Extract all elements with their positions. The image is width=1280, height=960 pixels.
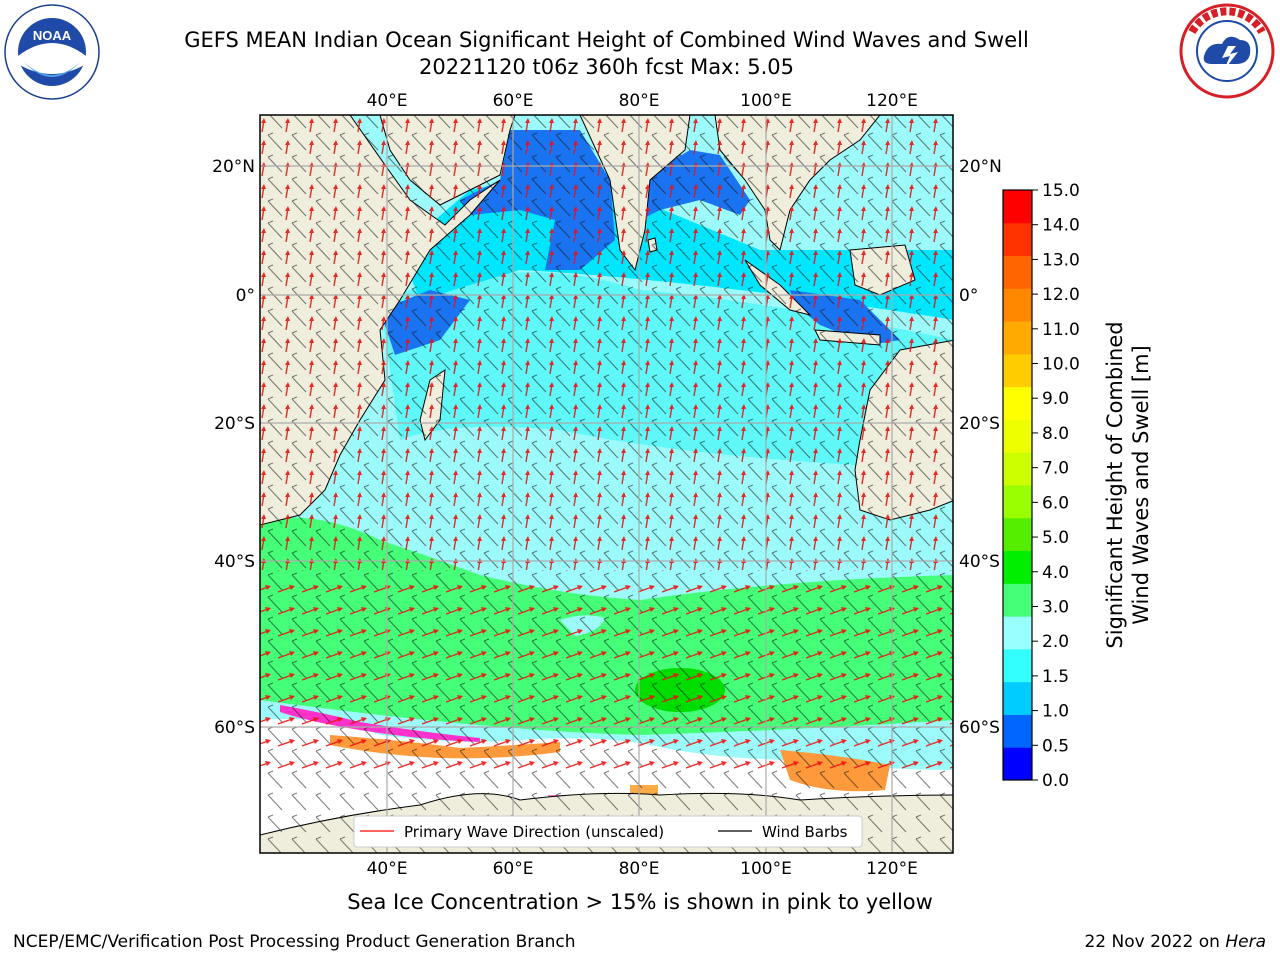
lat-label: 20°S — [214, 414, 255, 434]
colorbar-tick-label: 5.0 — [1042, 528, 1069, 548]
colorbar-tick-label: 1.5 — [1042, 667, 1069, 687]
lon-label: 100°E — [740, 859, 792, 879]
colorbar-label-line-1: Significant Height of Combined — [1103, 321, 1127, 648]
lon-label: 80°E — [619, 859, 660, 879]
map-panel — [260, 115, 953, 853]
map-legend: Primary Wave Direction (unscaled) Wind B… — [353, 815, 863, 848]
lat-label: 20°S — [959, 414, 1000, 434]
colorbar-segment — [1003, 616, 1032, 650]
colorbar-tick-label: 13.0 — [1042, 250, 1080, 270]
footer-right: 22 Nov 2022 on Hera — [1084, 932, 1266, 952]
lon-label: 60°E — [493, 859, 534, 879]
colorbar-label: Significant Height of Combined Wind Wave… — [1103, 321, 1153, 648]
lat-label: 40°S — [214, 552, 255, 572]
colorbar-tick-label: 0.5 — [1042, 736, 1069, 756]
lon-label: 100°E — [740, 91, 792, 111]
colorbar-segment — [1003, 419, 1032, 453]
colorbar-tick-label: 8.0 — [1042, 424, 1069, 444]
colorbar-tick-label: 9.0 — [1042, 389, 1069, 409]
lat-label: 0° — [959, 286, 978, 306]
lon-label: 60°E — [493, 91, 534, 111]
colorbar-segment — [1003, 550, 1032, 584]
lon-labels-bottom: 40°E 60°E 80°E 100°E 120°E — [367, 859, 918, 879]
colorbar-tick-label: 1.0 — [1042, 702, 1069, 722]
colorbar-tick-label: 14.0 — [1042, 216, 1080, 236]
colorbar-tick-label: 6.0 — [1042, 493, 1069, 513]
colorbar-tick-label: 15.0 — [1042, 181, 1080, 201]
wave-direction-arrows-north — [260, 115, 953, 570]
lon-label: 120°E — [866, 859, 918, 879]
colorbar-tick-label: 3.0 — [1042, 597, 1069, 617]
lat-label: 20°N — [959, 157, 1002, 177]
colorbar-segment — [1003, 255, 1032, 289]
colorbar-segment — [1003, 485, 1032, 519]
lat-label: 60°S — [214, 718, 255, 738]
lon-label: 40°E — [367, 91, 408, 111]
wind-barbs-legend-label: Wind Barbs — [762, 823, 848, 841]
lon-label: 120°E — [866, 91, 918, 111]
colorbar-tick-label: 10.0 — [1042, 355, 1080, 375]
lon-labels-top: 40°E 60°E 80°E 100°E 120°E — [367, 91, 918, 111]
lat-label: 60°S — [959, 718, 1000, 738]
svg-text:NOAA: NOAA — [33, 28, 72, 43]
colorbar-segment — [1003, 222, 1032, 257]
footer-date: 22 Nov 2022 on — [1084, 932, 1226, 952]
nws-logo — [1178, 2, 1276, 100]
colorbar — [1002, 189, 1033, 781]
footer-left: NCEP/EMC/Verification Post Processing Pr… — [13, 932, 576, 952]
colorbar-tick-label: 7.0 — [1042, 459, 1069, 479]
colorbar-segment — [1003, 714, 1032, 748]
sea-ice-caption: Sea Ice Concentration > 15% is shown in … — [347, 890, 933, 914]
map-gridlines — [260, 115, 953, 853]
colorbar-tick-label: 2.0 — [1042, 632, 1069, 652]
wave-direction-legend-label: Primary Wave Direction (unscaled) — [404, 823, 664, 841]
lat-labels-right: 20°N 0° 20°S 40°S 60°S — [959, 157, 1002, 738]
lat-label: 20°N — [212, 157, 255, 177]
map-frame — [259, 114, 954, 854]
colorbar-segment — [1003, 386, 1032, 420]
wave-direction-arrows-south — [260, 570, 953, 770]
colorbar-segment — [1003, 353, 1032, 388]
colorbar-segment — [1003, 288, 1032, 322]
noaa-logo: NOAA — [4, 4, 100, 100]
title-line-1: GEFS MEAN Indian Ocean Significant Heigh… — [184, 28, 1029, 52]
colorbar-tick-label: 0.0 — [1042, 771, 1069, 791]
colorbar-segment — [1003, 648, 1032, 683]
colorbar-segment — [1003, 452, 1032, 486]
colorbar-segment — [1003, 747, 1032, 781]
colorbar-segment — [1003, 583, 1032, 617]
colorbar-segment — [1003, 321, 1032, 355]
colorbar-frame — [1002, 189, 1033, 781]
colorbar-tick-label: 4.0 — [1042, 563, 1069, 583]
colorbar-tick-label: 11.0 — [1042, 320, 1080, 340]
title-line-2: 20221120 t06z 360h fcst Max: 5.05 — [419, 55, 794, 79]
lat-labels-left: 20°N 0° 20°S 40°S 60°S — [212, 157, 255, 738]
lon-label: 40°E — [367, 859, 408, 879]
footer-host: Hera — [1225, 932, 1266, 952]
colorbar-segment — [1003, 190, 1032, 224]
lat-label: 0° — [236, 286, 255, 306]
colorbar-ticks: 15.0 14.0 13.0 12.0 11.0 10.0 9.0 8.0 7.0 6.0 5.0 4… — [1032, 181, 1080, 791]
colorbar-tick-label: 12.0 — [1042, 285, 1080, 305]
colorbar-label-line-2: Wind Waves and Swell [m] — [1129, 345, 1153, 625]
lon-label: 80°E — [619, 91, 660, 111]
colorbar-segment — [1003, 517, 1032, 552]
colorbar-segment — [1003, 681, 1032, 715]
lat-label: 40°S — [959, 552, 1000, 572]
